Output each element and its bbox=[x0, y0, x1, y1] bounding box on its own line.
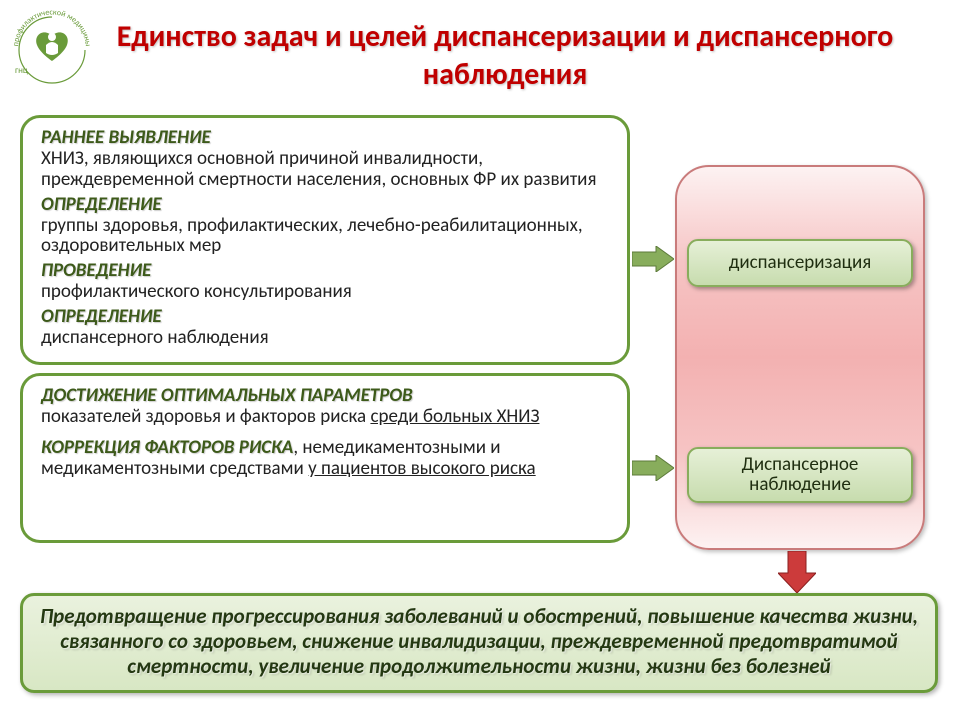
tasks-box-2: ДОСТИЖЕНИЕ ОПТИМАЛЬНЫХ ПАРАМЕТРОВ показа… bbox=[20, 373, 630, 543]
task-heading: ПРОВЕДЕНИЕ bbox=[41, 259, 151, 282]
conclusion-box: Предотвращение прогрессирования заболева… bbox=[20, 593, 938, 693]
task-heading: КОРРЕКЦИЯ ФАКТОРОВ РИСКА bbox=[41, 436, 293, 459]
pill-dispanserization: диспансеризация bbox=[687, 239, 913, 287]
task-heading: ДОСТИЖЕНИЕ ОПТИМАЛЬНЫХ ПАРАМЕТРОВ bbox=[41, 384, 413, 407]
arrow-right-icon bbox=[632, 455, 674, 481]
task-item: ОПРЕДЕЛЕНИЕ диспансерного наблюдения bbox=[41, 307, 609, 349]
task-body: профилактического консультирования bbox=[41, 280, 352, 303]
task-heading: ОПРЕДЕЛЕНИЕ bbox=[41, 193, 162, 216]
task-item: КОРРЕКЦИЯ ФАКТОРОВ РИСКА, немедикаментоз… bbox=[41, 438, 609, 480]
task-body-text: показателей здоровья и факторов риска bbox=[41, 405, 370, 428]
arrow-down-icon bbox=[778, 551, 816, 593]
task-heading: РАННЕЕ ВЫЯВЛЕНИЕ bbox=[41, 126, 211, 149]
task-item: ДОСТИЖЕНИЕ ОПТИМАЛЬНЫХ ПАРАМЕТРОВ показа… bbox=[41, 386, 609, 428]
page-title: Единство задач и целей диспансеризации и… bbox=[0, 0, 960, 93]
task-body: показателей здоровья и факторов риска ср… bbox=[41, 405, 539, 428]
logo: профилактической медицины гнц bbox=[5, 5, 100, 90]
task-body: ХНИЗ, являющихся основной причиной инвал… bbox=[41, 147, 596, 191]
task-body-underline: среди больных ХНИЗ bbox=[370, 405, 539, 428]
task-item: ПРОВЕДЕНИЕ профилактического консультиро… bbox=[41, 261, 609, 303]
task-body-underline: у пациентов высокого риска bbox=[308, 457, 536, 480]
content-area: РАННЕЕ ВЫЯВЛЕНИЕ ХНИЗ, являющихся основн… bbox=[20, 115, 940, 705]
task-body: группы здоровья, профилактических, лечеб… bbox=[41, 214, 583, 258]
tasks-box-1: РАННЕЕ ВЫЯВЛЕНИЕ ХНИЗ, являющихся основн… bbox=[20, 115, 630, 365]
arrow-right-icon bbox=[632, 246, 674, 272]
pill-observation: Диспансерное наблюдение bbox=[687, 447, 913, 503]
task-heading: ОПРЕДЕЛЕНИЕ bbox=[41, 305, 162, 328]
svg-text:гнц: гнц bbox=[15, 65, 28, 76]
task-item: ОПРЕДЕЛЕНИЕ группы здоровья, профилактич… bbox=[41, 195, 609, 258]
task-body: диспансерного наблюдения bbox=[41, 326, 269, 349]
task-item: РАННЕЕ ВЫЯВЛЕНИЕ ХНИЗ, являющихся основн… bbox=[41, 128, 609, 191]
right-capsule: диспансеризация Диспансерное наблюдение bbox=[675, 165, 925, 550]
